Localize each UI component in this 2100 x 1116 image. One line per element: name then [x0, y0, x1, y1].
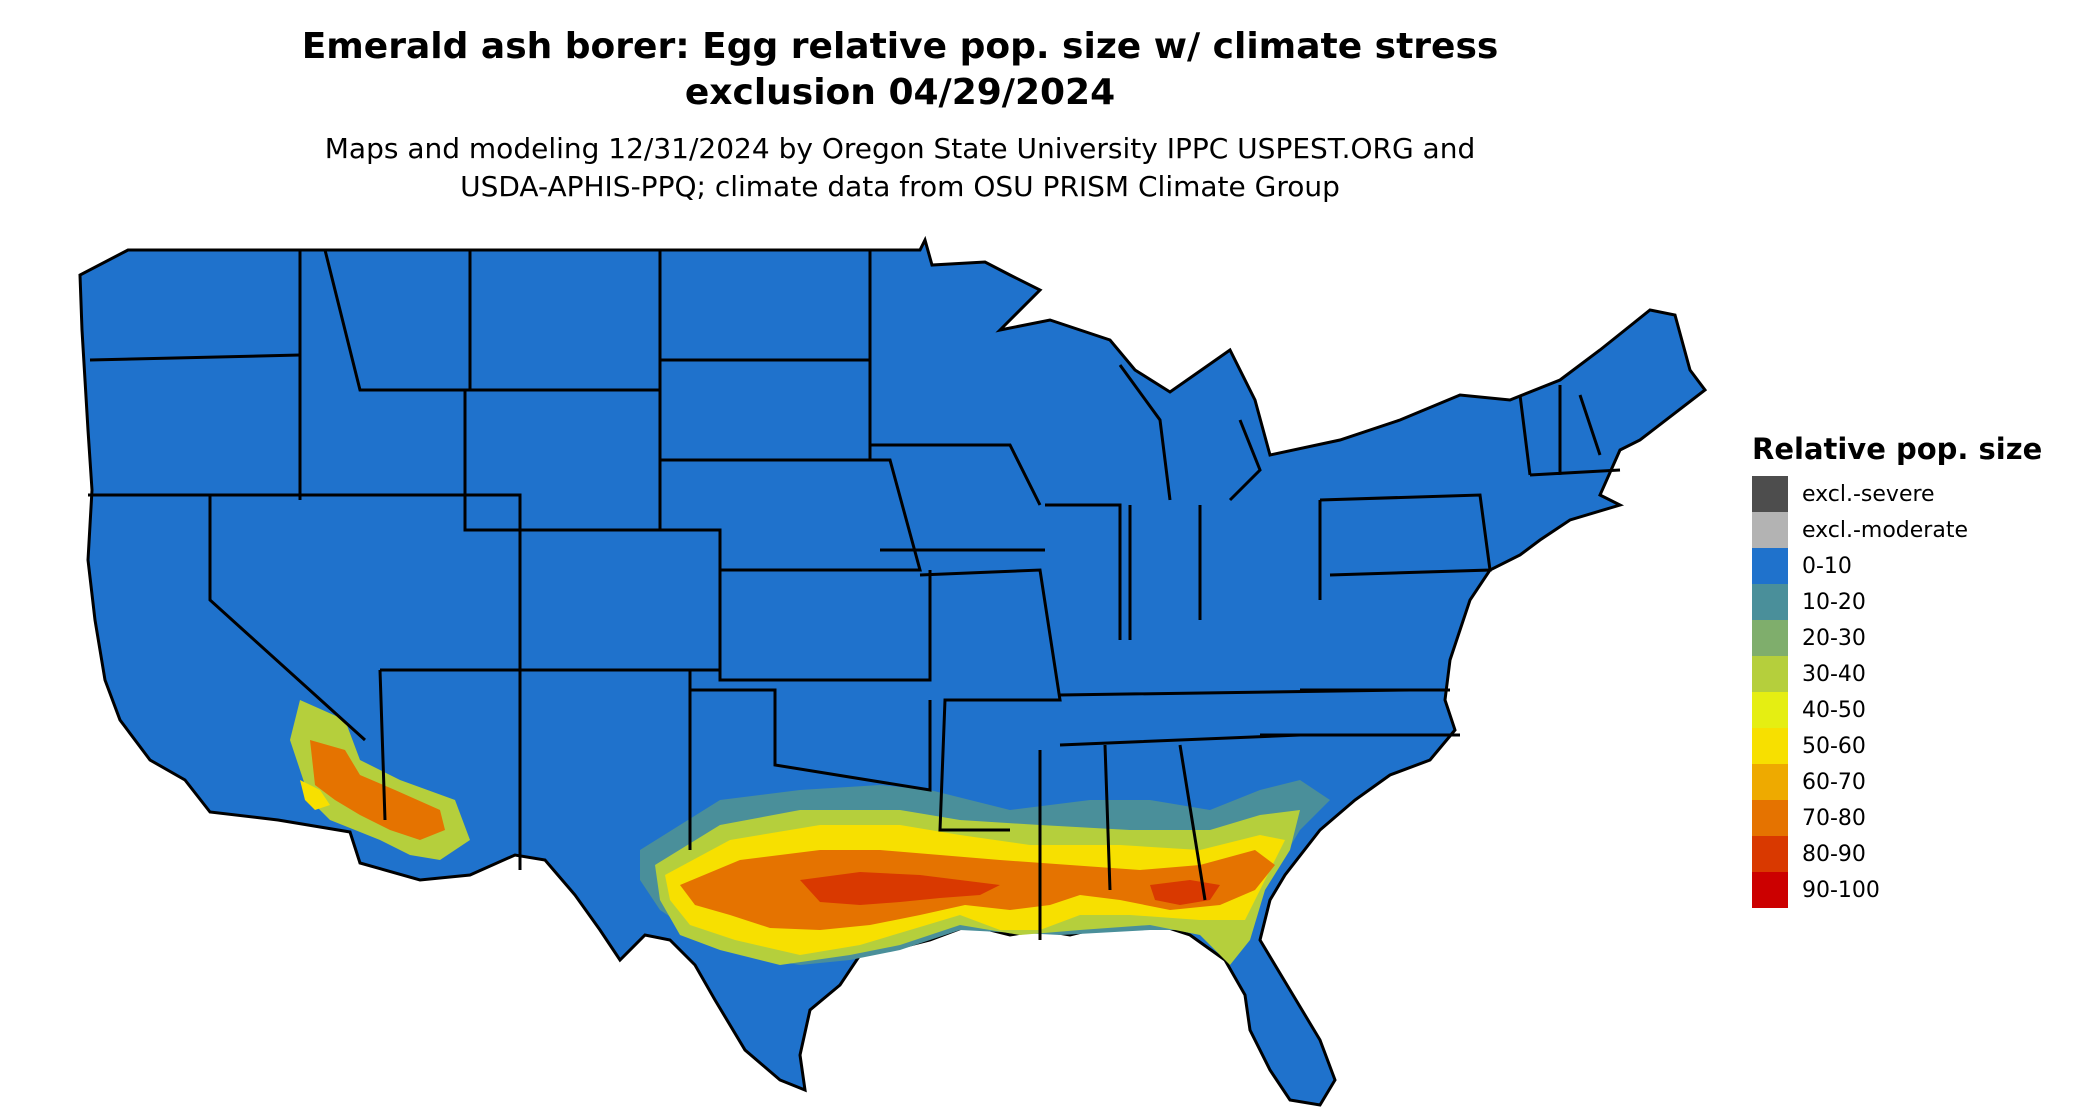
legend-item: 50-60	[1752, 728, 2042, 764]
legend-swatch	[1752, 800, 1788, 836]
border-il-in-oh	[1045, 500, 1322, 640]
us-map	[78, 235, 1708, 1107]
legend-label: 80-90	[1802, 841, 1866, 867]
zone-southwest-70-80	[310, 740, 445, 840]
legend-title: Relative pop. size	[1752, 432, 2043, 466]
legend-swatch	[1752, 584, 1788, 620]
legend-label: 60-70	[1802, 769, 1866, 795]
legend-item: 20-30	[1752, 620, 2042, 656]
legend-label: 0-10	[1802, 553, 1852, 579]
border-wa-or	[89, 353, 301, 362]
map-title-line-1: Emerald ash borer: Egg relative pop. siz…	[301, 26, 1499, 67]
legend-label: 90-100	[1802, 877, 1880, 903]
legend-label: 50-60	[1802, 733, 1866, 759]
legend-item: 80-90	[1752, 836, 2042, 872]
legend-swatch	[1752, 692, 1788, 728]
suitability-zones	[290, 700, 1330, 965]
legend-item: 40-50	[1752, 692, 2042, 728]
legend-label: 20-30	[1802, 625, 1866, 651]
map-subtitle: Maps and modeling 12/31/2024 by Oregon S…	[0, 130, 1800, 206]
legend-item: 10-20	[1752, 584, 2042, 620]
border-ne-ks	[660, 458, 932, 682]
border-ok-tx	[690, 688, 932, 792]
border-ms-al-ga	[1038, 744, 1207, 940]
legend-label: 30-40	[1802, 661, 1866, 687]
legend-label: 40-50	[1802, 697, 1866, 723]
map-subtitle-line-2: USDA-APHIS-PPQ; climate data from OSU PR…	[460, 170, 1340, 203]
legend-item: 60-70	[1752, 764, 2042, 800]
border-az-nm	[378, 668, 692, 870]
map-subtitle-line-1: Maps and modeling 12/31/2024 by Oregon S…	[324, 132, 1476, 165]
border-nv-ca	[208, 495, 367, 742]
legend-label: excl.-severe	[1802, 481, 1935, 507]
legend-item: 30-40	[1752, 656, 2042, 692]
legend-swatch	[1752, 728, 1788, 764]
map-title: Emerald ash borer: Egg relative pop. siz…	[0, 24, 1800, 116]
legend-swatch	[1752, 476, 1788, 512]
us-landmass	[78, 235, 1708, 1107]
zone-southwest-50-60	[300, 780, 330, 810]
border-mi-lakes	[1118, 364, 1262, 502]
legend-item: 90-100	[1752, 872, 2042, 908]
legend-items: excl.-severe excl.-moderate 0-10 10-20 20-30…	[1752, 476, 2042, 908]
legend-swatch	[1752, 872, 1788, 908]
legend-swatch	[1752, 836, 1788, 872]
border-pa-ny	[1319, 493, 1492, 577]
legend-label: 70-80	[1802, 805, 1866, 831]
border-mt-south	[323, 249, 472, 392]
legend-swatch	[1752, 656, 1788, 692]
legend-label: 10-20	[1802, 589, 1866, 615]
legend-swatch	[1752, 548, 1788, 584]
legend-label: excl.-moderate	[1802, 517, 1968, 543]
legend-item: 70-80	[1752, 800, 2042, 836]
legend-swatch	[1752, 764, 1788, 800]
legend-swatch	[1752, 620, 1788, 656]
map-title-line-2: exclusion 04/29/2024	[684, 72, 1116, 113]
border-mo-ar	[919, 568, 1062, 832]
zone-80-90	[800, 872, 1000, 905]
border-mn-ia	[870, 443, 1045, 552]
border-new-england	[1518, 385, 1621, 477]
legend-item: excl.-severe	[1752, 476, 2042, 512]
border-va-nc	[1260, 688, 1460, 737]
legend-item: excl.-moderate	[1752, 512, 2042, 548]
border-ut-co	[380, 493, 522, 672]
legend-item: 0-10	[1752, 548, 2042, 584]
legend: Relative pop. size excl.-severe excl.-mod…	[1752, 432, 2042, 908]
state-borders	[88, 249, 1621, 940]
legend-swatch	[1752, 512, 1788, 548]
